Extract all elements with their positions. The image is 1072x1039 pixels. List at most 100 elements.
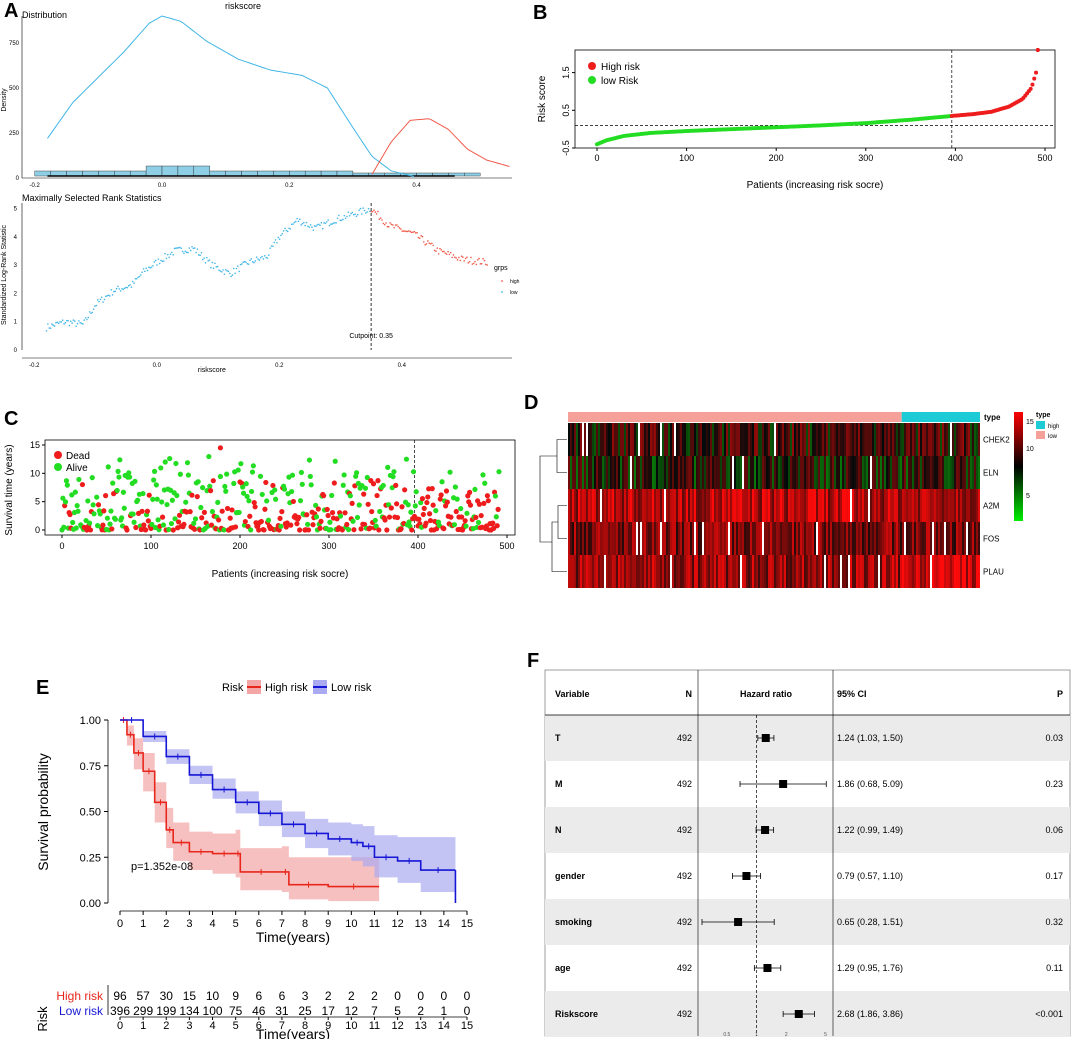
d-cell [860, 423, 862, 456]
d-cell [790, 423, 792, 456]
c-point [246, 498, 252, 504]
d-cell [806, 456, 808, 489]
a2-ytick: 5 [14, 207, 18, 213]
e-risk-xtick: 1 [140, 1020, 146, 1032]
d-cell [752, 522, 754, 555]
d-cell [958, 456, 960, 489]
c-ytick: 0 [35, 525, 40, 535]
d-cell [792, 522, 794, 555]
d-cell [902, 522, 904, 555]
a2-point [192, 247, 195, 250]
d-cell [784, 522, 786, 555]
c-point [356, 502, 362, 508]
d-cell [772, 489, 774, 522]
c-point [153, 482, 159, 488]
d-cell [914, 423, 916, 456]
d-cell [582, 522, 584, 555]
a2-point [377, 210, 379, 213]
d-cell [940, 555, 942, 588]
c-point [110, 480, 116, 486]
d-cell [866, 555, 868, 588]
a2-point [428, 242, 430, 244]
d-cell [616, 423, 618, 456]
c-point [490, 520, 496, 526]
c-point [278, 523, 284, 529]
d-cell [960, 456, 962, 489]
d-cell [978, 522, 980, 555]
a-density-high [371, 118, 510, 175]
f-p: 0.06 [1045, 825, 1063, 835]
a2-point [348, 214, 351, 217]
a2-point [282, 230, 285, 232]
d-cell [712, 456, 714, 489]
a2-point [458, 256, 460, 259]
d-cell [750, 456, 752, 489]
d-cell [708, 555, 710, 588]
d-cell [892, 456, 894, 489]
d-cell [832, 555, 834, 588]
d-cell [646, 489, 648, 522]
d-cell [738, 456, 740, 489]
d-cell [634, 522, 636, 555]
d-cell [846, 555, 848, 588]
d-cell [810, 522, 812, 555]
d-cell [658, 489, 660, 522]
d-cell [842, 456, 844, 489]
d-cell [760, 555, 762, 588]
a2-point [453, 256, 456, 258]
d-cell [818, 456, 820, 489]
a2-point [113, 290, 115, 293]
d-cell [722, 489, 724, 522]
a2-point [49, 327, 52, 329]
a2-point [226, 269, 228, 272]
b-point [1028, 86, 1033, 91]
d-cell [856, 423, 858, 456]
d-cell [764, 489, 766, 522]
d-cell [796, 522, 798, 555]
c-point [444, 499, 450, 505]
a2-point [245, 261, 247, 263]
d-cell [950, 522, 952, 555]
e-xtick: 14 [438, 918, 450, 930]
d-cell [714, 555, 716, 588]
d-cell [920, 522, 922, 555]
d-annotation-high [901, 412, 980, 422]
a2-point [344, 217, 347, 220]
d-cell [884, 423, 886, 456]
d-cell [732, 456, 734, 489]
d-cell [810, 489, 812, 522]
e-legend-label: Low risk [331, 682, 372, 694]
d-cell [972, 522, 974, 555]
d-cell [890, 423, 892, 456]
d-cell [730, 555, 732, 588]
d-cell [692, 456, 694, 489]
e-xtick: 11 [369, 918, 380, 930]
d-cell [890, 522, 892, 555]
c-point [240, 490, 247, 496]
a2-point [233, 267, 235, 270]
a2-point [365, 212, 367, 214]
d-cell [592, 489, 594, 522]
d-cell [912, 522, 914, 555]
c-point [79, 481, 86, 488]
d-cell [636, 489, 638, 522]
d-cell [786, 423, 788, 456]
d-cell [870, 489, 872, 522]
d-cell [570, 555, 572, 588]
a2-point [189, 249, 192, 252]
d-cell [578, 489, 580, 522]
d-cell [638, 423, 640, 456]
d-cell [922, 555, 924, 588]
d-cell [946, 522, 948, 555]
a2-ytick: 4 [14, 235, 18, 241]
d-cell [700, 456, 702, 489]
d-cell [646, 456, 648, 489]
d-cell [974, 522, 976, 555]
d-cell [606, 555, 608, 588]
a2-point [146, 269, 149, 272]
d-cell [758, 555, 760, 588]
b-point [1034, 70, 1039, 75]
a2-point [104, 295, 107, 298]
c-point [382, 517, 388, 523]
b-ytick: 1.5 [561, 66, 571, 79]
